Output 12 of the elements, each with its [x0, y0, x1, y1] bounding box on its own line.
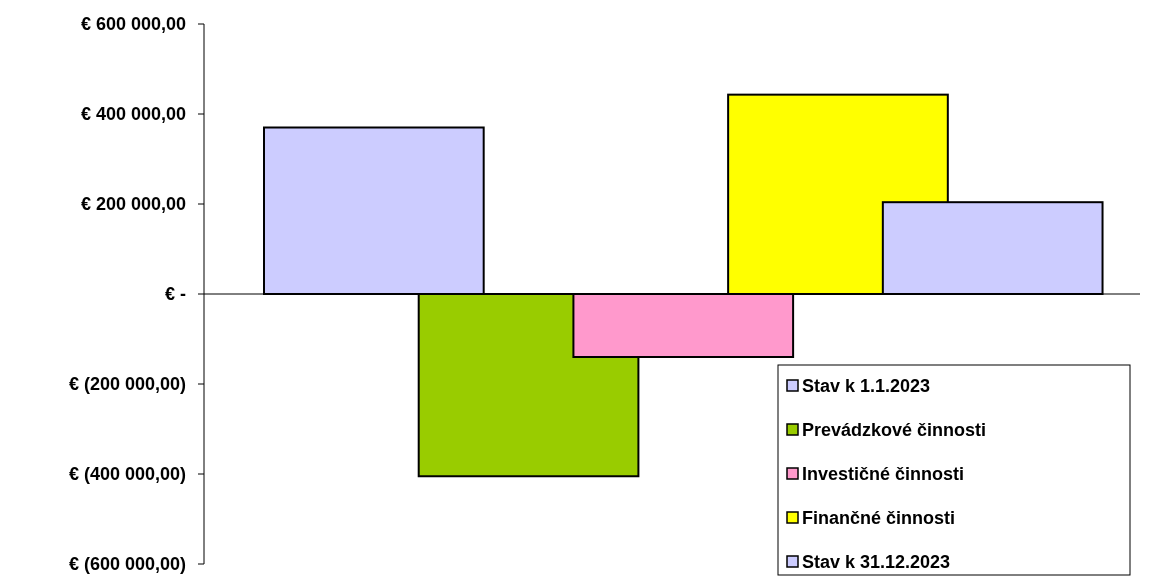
- y-tick-label: € (600 000,00): [68, 554, 186, 575]
- legend-label: Investičné činnosti: [802, 464, 965, 484]
- legend-label: Stav k 1.1.2023: [802, 376, 931, 396]
- y-tick-label: € 200 000,00: [80, 194, 186, 215]
- y-tick-label: € (400 000,00): [68, 464, 186, 485]
- y-tick-label: € 600 000,00: [80, 14, 186, 35]
- legend-label: Prevádzkové činnosti: [802, 420, 987, 440]
- y-tick-label: € (200 000,00): [68, 374, 186, 395]
- y-tick-label: € 400 000,00: [80, 104, 186, 125]
- legend-label: Finančné činnosti: [802, 508, 956, 528]
- legend-label: Stav k 31.12.2023: [802, 552, 951, 572]
- y-tick-label: € -: [164, 284, 186, 305]
